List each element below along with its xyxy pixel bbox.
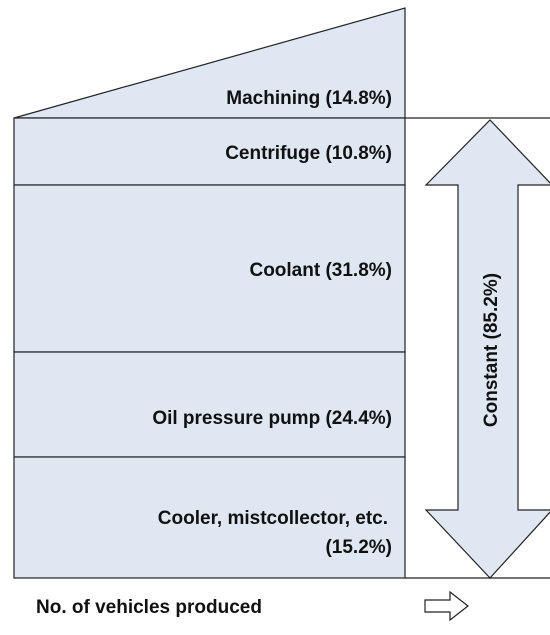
segment-label: Centrifuge (10.8%) <box>225 143 392 164</box>
segment-label: Machining (14.8%) <box>226 88 392 109</box>
segment-label: Coolant (31.8%) <box>249 260 392 281</box>
segment-label: Oil pressure pump (24.4%) <box>152 408 392 429</box>
segment-label: Cooler, mistcollector, etc. <box>158 508 388 529</box>
x-label: No. of vehicles produced <box>36 597 262 618</box>
small-arrow <box>424 590 469 622</box>
oil-pump-block <box>13 351 406 458</box>
cooler-block <box>13 456 406 579</box>
centrifuge-block <box>13 117 406 186</box>
segment-label: (15.2%) <box>325 537 392 558</box>
coolant-block <box>13 184 406 353</box>
arrow-label: Constant (85.2%) <box>481 273 502 427</box>
